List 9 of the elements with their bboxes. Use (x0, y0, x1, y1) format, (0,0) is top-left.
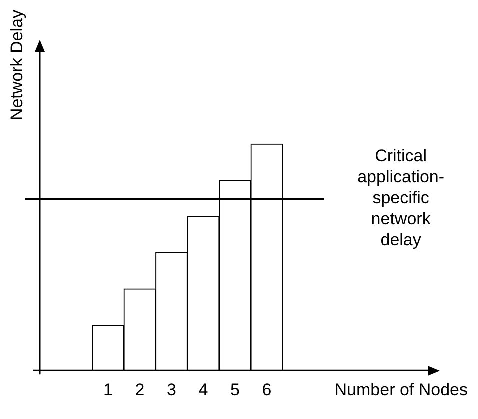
ref-line-label: Critical application-specific network delay (358, 146, 445, 250)
x-tick-label: 1 (104, 380, 113, 400)
x-tick-label: 5 (230, 380, 240, 400)
x-tick-label: 6 (262, 380, 272, 400)
x-tick-label: 3 (167, 380, 176, 400)
x-tick-label: 4 (198, 380, 208, 400)
y-axis-title: Network Delay (8, 10, 27, 121)
x-axis-title: Number of Nodes (334, 380, 468, 400)
x-tick-label: 2 (135, 380, 145, 400)
